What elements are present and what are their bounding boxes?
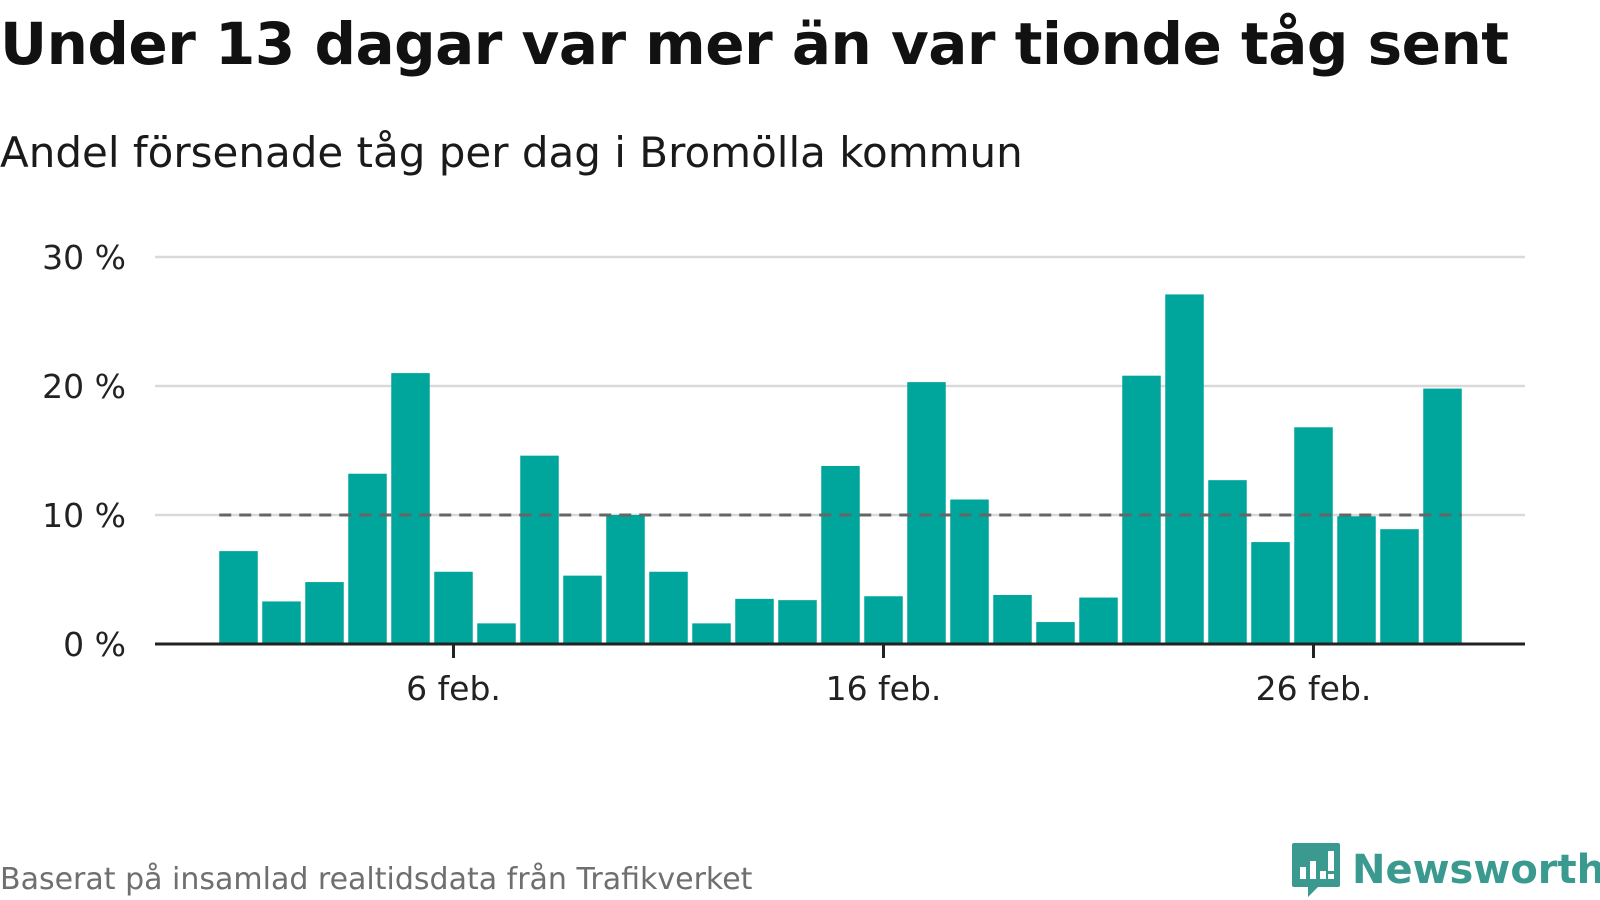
- bar: [391, 373, 430, 644]
- bar: [348, 473, 387, 644]
- y-axis-tick-labels: 0 % 10 % 20 % 30 %: [42, 238, 126, 664]
- bar: [1122, 375, 1161, 644]
- y-tick-label: 10 %: [42, 496, 126, 535]
- bar: [950, 499, 989, 644]
- y-tick-label: 30 %: [42, 238, 126, 277]
- brand-name: Newsworthy: [1352, 847, 1600, 893]
- bar: [1079, 597, 1118, 644]
- bar: [907, 382, 946, 644]
- source-note: Baserat på insamlad realtidsdata från Tr…: [0, 862, 753, 897]
- newsworthy-logo-icon: [1292, 843, 1340, 897]
- x-axis-tick-labels: 6 feb. 16 feb. 26 feb.: [406, 669, 1371, 708]
- bar: [735, 598, 774, 644]
- bar: [1294, 427, 1333, 644]
- y-tick-label: 20 %: [42, 367, 126, 406]
- bar: [477, 623, 516, 644]
- y-tick-label: 0 %: [63, 625, 126, 664]
- bar: [821, 465, 860, 644]
- bar: [563, 575, 602, 644]
- bars: [219, 294, 1462, 644]
- bar: [864, 596, 903, 644]
- bar: [434, 571, 473, 644]
- bar: [1337, 516, 1376, 644]
- bar: [1251, 542, 1290, 644]
- bar: [1165, 294, 1204, 644]
- brand-logo: Newsworthy: [1290, 840, 1600, 900]
- bar: [1380, 529, 1419, 644]
- chart-title: Under 13 dagar var mer än var tionde tåg…: [0, 10, 1509, 78]
- bar: [1208, 480, 1247, 644]
- bar: [520, 455, 559, 644]
- bar: [262, 601, 301, 644]
- x-tick-label: 26 feb.: [1256, 669, 1372, 708]
- bar: [305, 582, 344, 644]
- bar: [993, 594, 1032, 644]
- chart-subtitle: Andel försenade tåg per dag i Bromölla k…: [0, 128, 1023, 177]
- bar: [778, 600, 817, 644]
- bar: [692, 623, 731, 644]
- x-axis: [155, 642, 1525, 658]
- x-tick-label: 16 feb.: [826, 669, 942, 708]
- x-tick-label: 6 feb.: [406, 669, 501, 708]
- bar: [606, 515, 645, 644]
- bar: [649, 571, 688, 644]
- bar: [1036, 622, 1075, 644]
- bar: [219, 551, 258, 644]
